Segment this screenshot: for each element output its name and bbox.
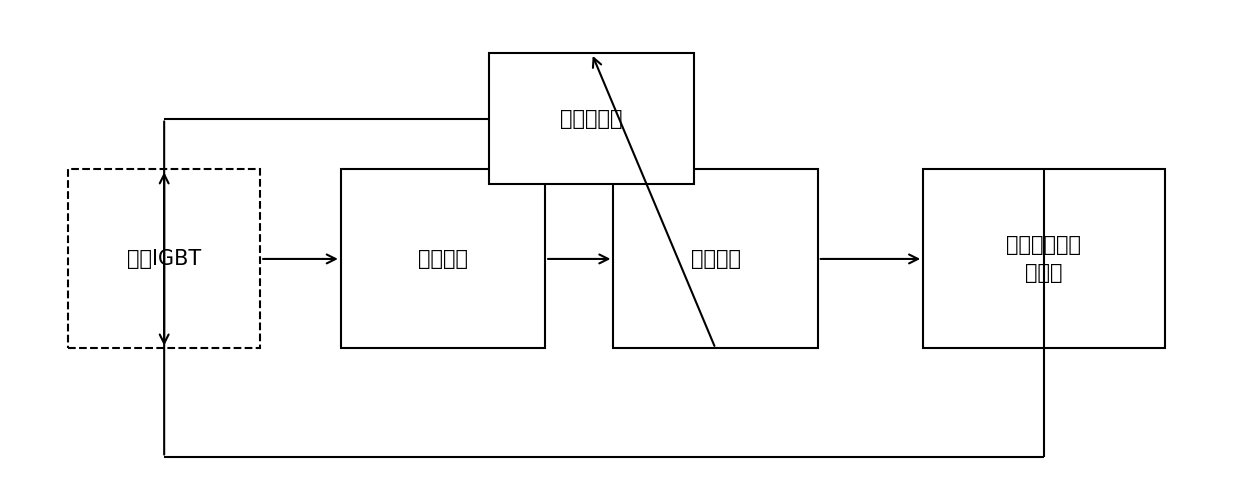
Text: 辅助电压源: 辅助电压源: [560, 108, 623, 129]
Bar: [68, 169, 260, 348]
Text: 诊断模块: 诊断模块: [690, 249, 741, 269]
Text: 检测模块: 检测模块: [418, 249, 468, 269]
Bar: [341, 169, 545, 348]
Bar: [613, 169, 818, 348]
Text: 高电平信号提
供模块: 高电平信号提 供模块: [1006, 235, 1082, 283]
Text: 串联IGBT: 串联IGBT: [128, 249, 201, 269]
Bar: [923, 169, 1165, 348]
Bar: [489, 53, 694, 184]
